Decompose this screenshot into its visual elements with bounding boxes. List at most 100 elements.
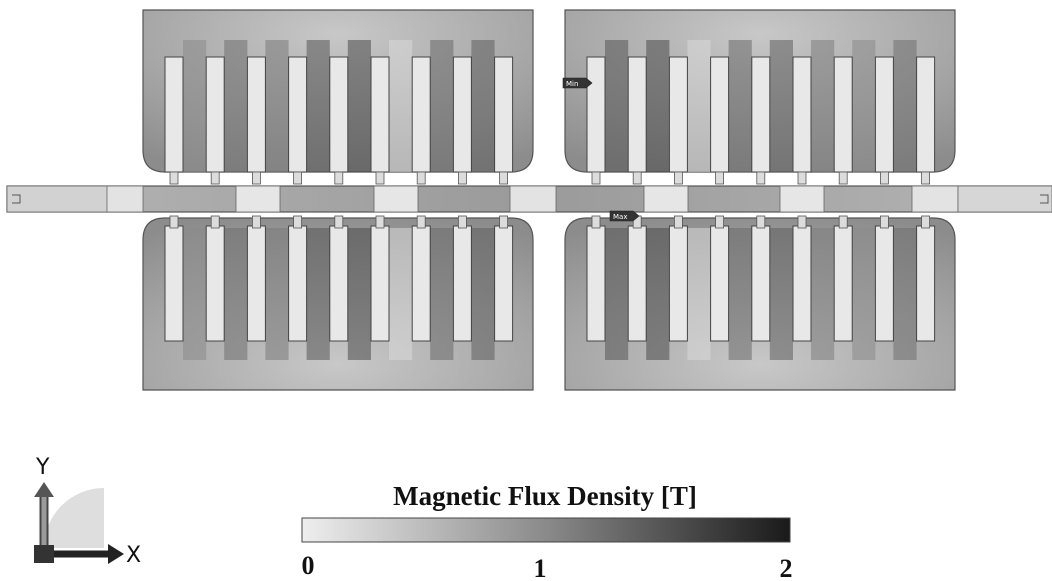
slot-opening <box>921 171 930 185</box>
slot-opening <box>251 215 261 229</box>
min-probe: Min <box>562 77 593 89</box>
stator-tooth <box>687 228 711 360</box>
coil-slot <box>164 225 184 342</box>
colorbar-title: Magnetic Flux Density [T] <box>393 481 697 511</box>
stator-tooth <box>893 228 917 360</box>
slot-opening <box>632 171 642 185</box>
stator-tooth <box>347 40 371 172</box>
coil-slot <box>246 56 266 173</box>
upper-right-teeth <box>586 40 936 185</box>
slot-opening <box>591 171 601 185</box>
y-axis-label: Y <box>35 455 50 480</box>
coil-slot <box>833 56 853 173</box>
lower-right-teeth <box>586 215 936 360</box>
slot-opening <box>674 215 683 229</box>
axis-triad: Y X <box>34 455 141 568</box>
coil-slot <box>833 225 853 342</box>
slot-opening <box>756 171 766 185</box>
stator-tooth <box>646 228 670 360</box>
stator-tooth <box>471 228 495 360</box>
colorbar-gradient <box>301 517 791 543</box>
colorbar-legend: Magnetic Flux Density [T] 0 1 2 <box>301 481 793 581</box>
lower-stator-right <box>564 215 956 391</box>
x-axis-label: X <box>126 543 141 568</box>
slot-opening <box>169 171 179 185</box>
upper-stator-left <box>142 9 534 185</box>
colorbar-tick-min: 0 <box>302 551 315 580</box>
stator-tooth <box>852 40 876 172</box>
lower-left-teeth <box>164 215 514 360</box>
coil-slot <box>586 56 606 173</box>
coil-slot <box>452 56 472 173</box>
stator-tooth <box>183 228 207 360</box>
y-arrow-icon <box>34 482 54 497</box>
stator-tooth <box>265 40 289 172</box>
coil-slot <box>494 225 514 342</box>
coil-slot <box>411 56 431 173</box>
colorbar-tick-max: 2 <box>780 554 793 581</box>
coil-slot <box>668 225 688 342</box>
x-arrow-icon <box>108 544 124 564</box>
stator-tooth <box>183 40 207 172</box>
coil-slot <box>329 56 349 173</box>
coil-slot <box>494 56 514 173</box>
coil-slot <box>792 56 812 173</box>
coil-slot <box>586 225 606 342</box>
stator-tooth <box>430 40 454 172</box>
coil-slot <box>916 225 936 342</box>
slot-opening <box>169 215 179 229</box>
slot-opening <box>375 215 385 229</box>
coil-slot <box>288 225 308 342</box>
stator-tooth <box>471 40 495 172</box>
slot-opening <box>334 215 344 229</box>
slot-opening <box>457 171 467 185</box>
coil-slot <box>710 225 730 342</box>
upper-stator-right <box>564 9 956 185</box>
stator-tooth <box>306 40 330 172</box>
lower-stator-left <box>142 215 534 391</box>
coil-slot <box>668 56 688 173</box>
slot-opening <box>499 171 509 185</box>
stator-tooth <box>265 228 289 360</box>
stator-tooth <box>605 228 629 360</box>
coil-slot <box>205 225 225 342</box>
stator-tooth <box>605 40 629 172</box>
min-probe-label: Min <box>566 80 578 88</box>
coil-slot <box>164 56 184 173</box>
max-probe-label: Max <box>613 213 627 221</box>
stator-tooth <box>306 228 330 360</box>
slot-opening <box>838 215 848 229</box>
coil-slot <box>411 225 431 342</box>
coil-slot <box>452 225 472 342</box>
colorbar-tick-mid: 1 <box>534 554 547 581</box>
slot-opening <box>715 171 724 185</box>
mover-bar <box>6 185 1052 213</box>
stator-tooth <box>687 40 711 172</box>
slot-opening <box>797 171 807 185</box>
slot-opening <box>210 215 220 229</box>
stator-tooth <box>224 40 248 172</box>
coil-slot <box>751 225 771 342</box>
slot-opening <box>715 215 724 229</box>
coil-slot <box>916 56 936 173</box>
slot-opening <box>880 171 889 185</box>
stator-tooth <box>769 228 793 360</box>
coil-slot <box>205 56 225 173</box>
coil-slot <box>792 225 812 342</box>
coil-slot <box>370 56 390 173</box>
slot-opening <box>416 171 426 185</box>
max-probe: Max <box>609 210 640 222</box>
slot-opening <box>838 171 848 185</box>
slot-opening <box>756 215 766 229</box>
coil-slot <box>751 56 771 173</box>
slot-opening <box>334 171 344 185</box>
upper-left-teeth <box>164 40 514 185</box>
slot-opening <box>375 171 385 185</box>
slot-opening <box>921 215 930 229</box>
coil-slot <box>288 56 308 173</box>
stator-tooth <box>389 40 413 172</box>
coil-slot <box>874 225 894 342</box>
coil-slot <box>370 225 390 342</box>
slot-opening <box>499 215 509 229</box>
